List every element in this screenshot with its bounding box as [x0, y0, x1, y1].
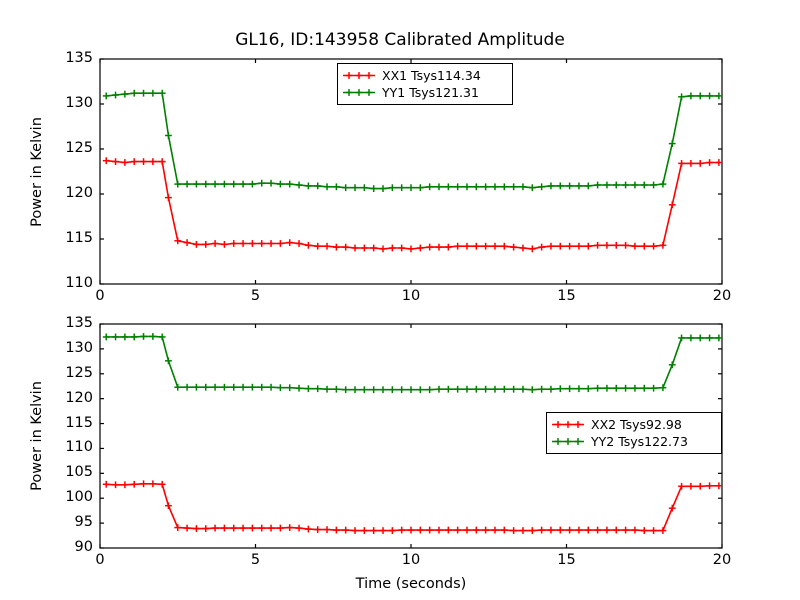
axis-ticks: [99, 58, 723, 285]
ytick-label-top-120: 120: [65, 185, 93, 201]
legend-line-sample-icon: [551, 435, 585, 448]
xtick-label-bottom-20: 20: [712, 552, 732, 568]
ytick-label-bottom-90: 90: [74, 539, 93, 555]
xtick-label-bottom-15: 15: [557, 552, 576, 568]
ytick-label-top-115: 115: [65, 230, 93, 246]
xtick-label-bottom-5: 5: [250, 552, 261, 568]
ytick-label-top-110: 110: [65, 275, 93, 291]
ytick-label-bottom-130: 130: [65, 339, 93, 356]
plot-area-bottom: [99, 323, 723, 549]
series-line-yy: [102, 333, 722, 394]
x-axis-label: Time (seconds): [355, 576, 467, 592]
ytick-label-top-130: 130: [65, 95, 93, 111]
axis-ticks: [99, 323, 723, 549]
legend-line-sample-icon: [551, 418, 585, 431]
xtick-label-bottom-0: 0: [95, 552, 105, 568]
ytick-label-bottom-115: 115: [65, 414, 93, 431]
plot-area-top: [99, 58, 723, 285]
legend-top: XX1 Tsys114.34 YY1 Tsys121.31: [337, 63, 513, 105]
legend-bottom: XX2 Tsys92.98 YY2 Tsys122.73: [546, 412, 722, 454]
ytick-label-top-125: 125: [65, 140, 93, 156]
legend-label: XX1 Tsys114.34: [382, 68, 481, 83]
ytick-label-bottom-125: 125: [65, 364, 93, 381]
legend-label: XX2 Tsys92.98: [591, 417, 682, 432]
xtick-label-top-0: 0: [95, 288, 105, 304]
series-line-xx: [102, 480, 722, 534]
y-axis-label-top: Power in Kelvin: [29, 116, 45, 227]
ytick-label-bottom-120: 120: [65, 389, 93, 406]
ytick-label-bottom-110: 110: [65, 439, 93, 456]
legend-line-sample-icon: [342, 86, 376, 99]
xtick-label-top-5: 5: [250, 288, 261, 304]
ytick-label-bottom-135: 135: [65, 315, 93, 331]
ytick-label-top-135: 135: [65, 50, 93, 66]
series-line-xx: [102, 157, 722, 253]
xtick-label-top-10: 10: [401, 288, 421, 304]
y-axis-label-bottom: Power in Kelvin: [29, 381, 45, 491]
legend-entry: XX2 Tsys92.98: [551, 416, 716, 433]
legend-label: YY2 Tsys122.73: [591, 434, 688, 449]
legend-entry: XX1 Tsys114.34: [342, 67, 507, 84]
series-line-yy: [102, 89, 722, 192]
legend-label: YY1 Tsys121.31: [382, 85, 479, 100]
legend-entry: YY1 Tsys121.31: [342, 84, 507, 101]
ytick-label-bottom-105: 105: [65, 464, 93, 481]
xtick-label-top-20: 20: [712, 288, 732, 304]
legend-entry: YY2 Tsys122.73: [551, 433, 716, 450]
xtick-label-bottom-10: 10: [401, 552, 421, 568]
ytick-label-bottom-95: 95: [74, 514, 93, 531]
xtick-label-top-15: 15: [557, 288, 576, 304]
ytick-label-bottom-100: 100: [65, 489, 93, 506]
figure-title: GL16, ID:143958 Calibrated Amplitude: [235, 30, 565, 50]
legend-line-sample-icon: [342, 69, 376, 82]
